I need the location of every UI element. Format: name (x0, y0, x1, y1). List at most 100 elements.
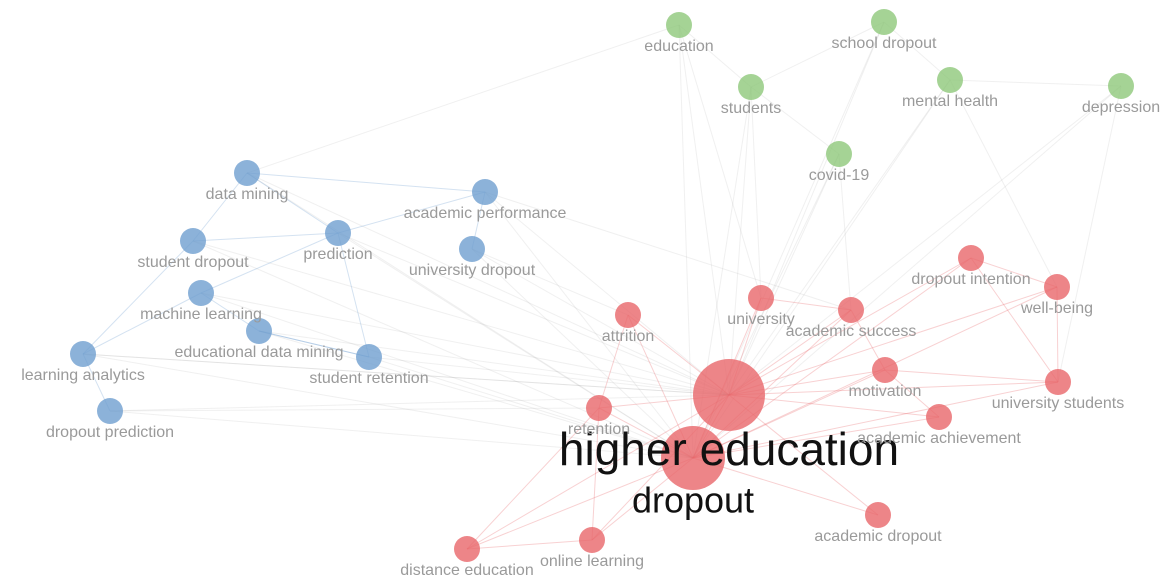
node-label: university students (992, 395, 1125, 412)
node-label: student retention (309, 370, 428, 387)
node-label: student dropout (137, 254, 249, 271)
node (693, 359, 765, 431)
node-label: dropout prediction (46, 424, 174, 441)
node (70, 341, 96, 367)
node-label: educational data mining (174, 344, 343, 361)
edge (692, 416, 940, 459)
edge (466, 407, 600, 550)
edge (82, 353, 730, 396)
edge (192, 240, 694, 459)
edge (200, 292, 730, 396)
edge (109, 410, 694, 459)
node-label: academic success (786, 323, 917, 340)
edge (728, 286, 1058, 396)
edge (484, 191, 730, 396)
node (180, 228, 206, 254)
edge (258, 330, 730, 396)
edge (109, 394, 730, 412)
node (661, 426, 725, 490)
node (454, 536, 480, 562)
node-label: university dropout (409, 262, 536, 279)
edge (466, 457, 694, 550)
edge (728, 21, 885, 396)
edge (728, 153, 840, 396)
edge (1057, 85, 1122, 383)
edge (109, 407, 600, 412)
node-label: academic dropout (814, 528, 942, 545)
node-label: university (727, 311, 795, 328)
node (958, 245, 984, 271)
node (926, 404, 952, 430)
node (234, 160, 260, 186)
node (579, 527, 605, 553)
node-label: academic achievement (857, 430, 1021, 447)
nodes (70, 9, 1134, 562)
edge (760, 297, 852, 311)
edge (200, 292, 694, 459)
edge (728, 86, 752, 396)
edge (258, 330, 370, 358)
node-label: motivation (849, 383, 922, 400)
edge (192, 172, 248, 242)
node-label: covid-19 (809, 167, 870, 184)
node-label: online learning (540, 553, 644, 570)
edge (970, 257, 1058, 288)
edge (678, 24, 752, 88)
edge (82, 292, 202, 355)
edge (246, 24, 680, 174)
edge (337, 232, 370, 358)
node (615, 302, 641, 328)
edge (970, 257, 1059, 383)
edge (200, 232, 339, 294)
labels: education school dropout students mental he… (21, 35, 1160, 579)
node-label: machine learning (140, 306, 262, 323)
node (325, 220, 351, 246)
edge (692, 457, 879, 516)
edge (484, 191, 694, 459)
node-label: dropout (632, 480, 754, 521)
node-label: distance education (400, 562, 533, 579)
edge (728, 257, 972, 396)
node (666, 12, 692, 38)
node (871, 9, 897, 35)
edge (192, 240, 730, 396)
node (748, 285, 774, 311)
edge (728, 85, 1122, 396)
node (472, 179, 498, 205)
edge (750, 21, 885, 88)
node-label: higher education (559, 423, 899, 475)
edge (246, 172, 339, 234)
node (865, 502, 891, 528)
node-label: learning analytics (21, 367, 145, 384)
node (826, 141, 852, 167)
edge (82, 353, 694, 459)
node (838, 297, 864, 323)
node-label: attrition (602, 328, 654, 345)
node (1108, 73, 1134, 99)
node (459, 236, 485, 262)
edge (1056, 286, 1059, 383)
edge (838, 153, 852, 311)
node (188, 280, 214, 306)
node-label: well-being (1020, 300, 1093, 317)
edge (678, 24, 694, 459)
edge (728, 381, 1059, 396)
node (872, 357, 898, 383)
edge (484, 191, 852, 311)
edge (82, 353, 730, 396)
node (97, 398, 123, 424)
edge (949, 79, 1058, 288)
edge (466, 394, 730, 550)
edge (337, 232, 730, 396)
edge (471, 248, 694, 459)
edge (750, 86, 762, 299)
node (1044, 274, 1070, 300)
edge (692, 309, 852, 459)
edge (258, 330, 694, 459)
node-label: school dropout (832, 35, 938, 52)
node-label: prediction (303, 246, 372, 263)
edge (337, 232, 694, 459)
edge (750, 86, 840, 155)
edge (591, 407, 600, 541)
